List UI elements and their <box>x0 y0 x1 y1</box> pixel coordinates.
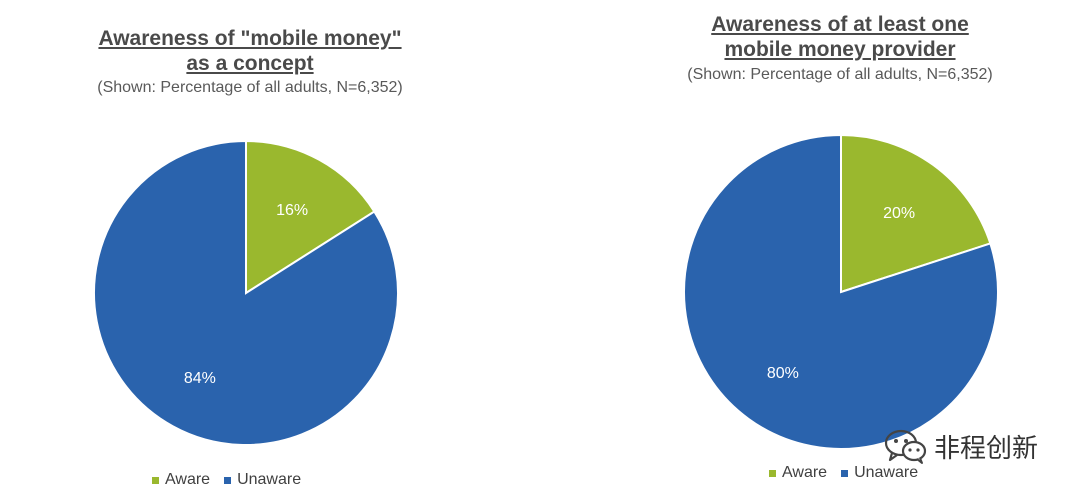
legend-item-unaware: Unaware <box>841 464 918 482</box>
left-chart-title-line-2: as a concept <box>186 52 314 75</box>
legend-label-aware: Aware <box>165 471 211 488</box>
watermark-text: 非程创新 <box>934 434 1039 464</box>
right-chart-title: Awareness of at least one mobile money p… <box>610 12 1070 62</box>
watermark: 非程创新 <box>884 428 1038 465</box>
wechat-icon <box>884 429 927 464</box>
legend-item-unaware: Unaware <box>224 471 301 489</box>
data-label-unaware: 80% <box>767 365 799 382</box>
pie-slice-unaware <box>683 133 999 450</box>
legend-swatch-unaware <box>224 476 232 484</box>
pie-slice-aware <box>840 133 992 294</box>
left-chart-subtitle: (Shown: Percentage of all adults, N=6,35… <box>97 79 403 96</box>
left-chart-legend: Aware Unaware <box>152 471 315 489</box>
left-chart-title-line-1: Awareness of "mobile money" <box>98 27 402 50</box>
right-chart-title-line-1: Awareness of at least one <box>711 13 969 36</box>
legend-swatch-unaware <box>841 469 849 477</box>
data-label-aware: 20% <box>883 205 915 222</box>
right-chart-title-line-2: mobile money provider <box>724 38 956 61</box>
legend-item-aware: Aware <box>769 464 827 482</box>
right-chart-legend: Aware Unaware <box>769 464 932 482</box>
legend-label-unaware: Unaware <box>854 464 919 481</box>
right-chart-subtitle: (Shown: Percentage of all adults, N=6,35… <box>687 66 993 83</box>
left-pie-chart: 16% 84% <box>93 139 399 446</box>
right-pie-chart: 20% 80% <box>683 133 999 450</box>
legend-swatch-aware <box>152 476 159 484</box>
legend-label-aware: Aware <box>782 464 828 481</box>
pie-slice-unaware <box>93 139 399 446</box>
data-label-unaware: 84% <box>184 370 216 387</box>
data-label-aware: 16% <box>276 202 308 219</box>
legend-label-unaware: Unaware <box>237 471 302 488</box>
pie-slice-aware <box>245 139 376 295</box>
legend-item-aware: Aware <box>152 471 210 489</box>
left-chart-title: Awareness of "mobile money" as a concept <box>20 26 480 76</box>
legend-swatch-aware <box>769 469 776 477</box>
